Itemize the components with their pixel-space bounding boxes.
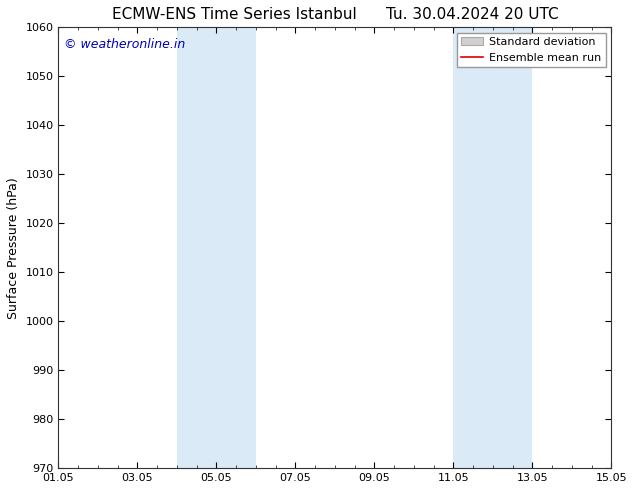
- Title: ECMW-ENS Time Series Istanbul      Tu. 30.04.2024 20 UTC: ECMW-ENS Time Series Istanbul Tu. 30.04.…: [112, 7, 558, 22]
- Text: © weatheronline.in: © weatheronline.in: [64, 38, 185, 51]
- Legend: Standard deviation, Ensemble mean run: Standard deviation, Ensemble mean run: [456, 33, 605, 67]
- Bar: [177, 27, 256, 468]
- Bar: [453, 27, 533, 468]
- Y-axis label: Surface Pressure (hPa): Surface Pressure (hPa): [7, 177, 20, 318]
